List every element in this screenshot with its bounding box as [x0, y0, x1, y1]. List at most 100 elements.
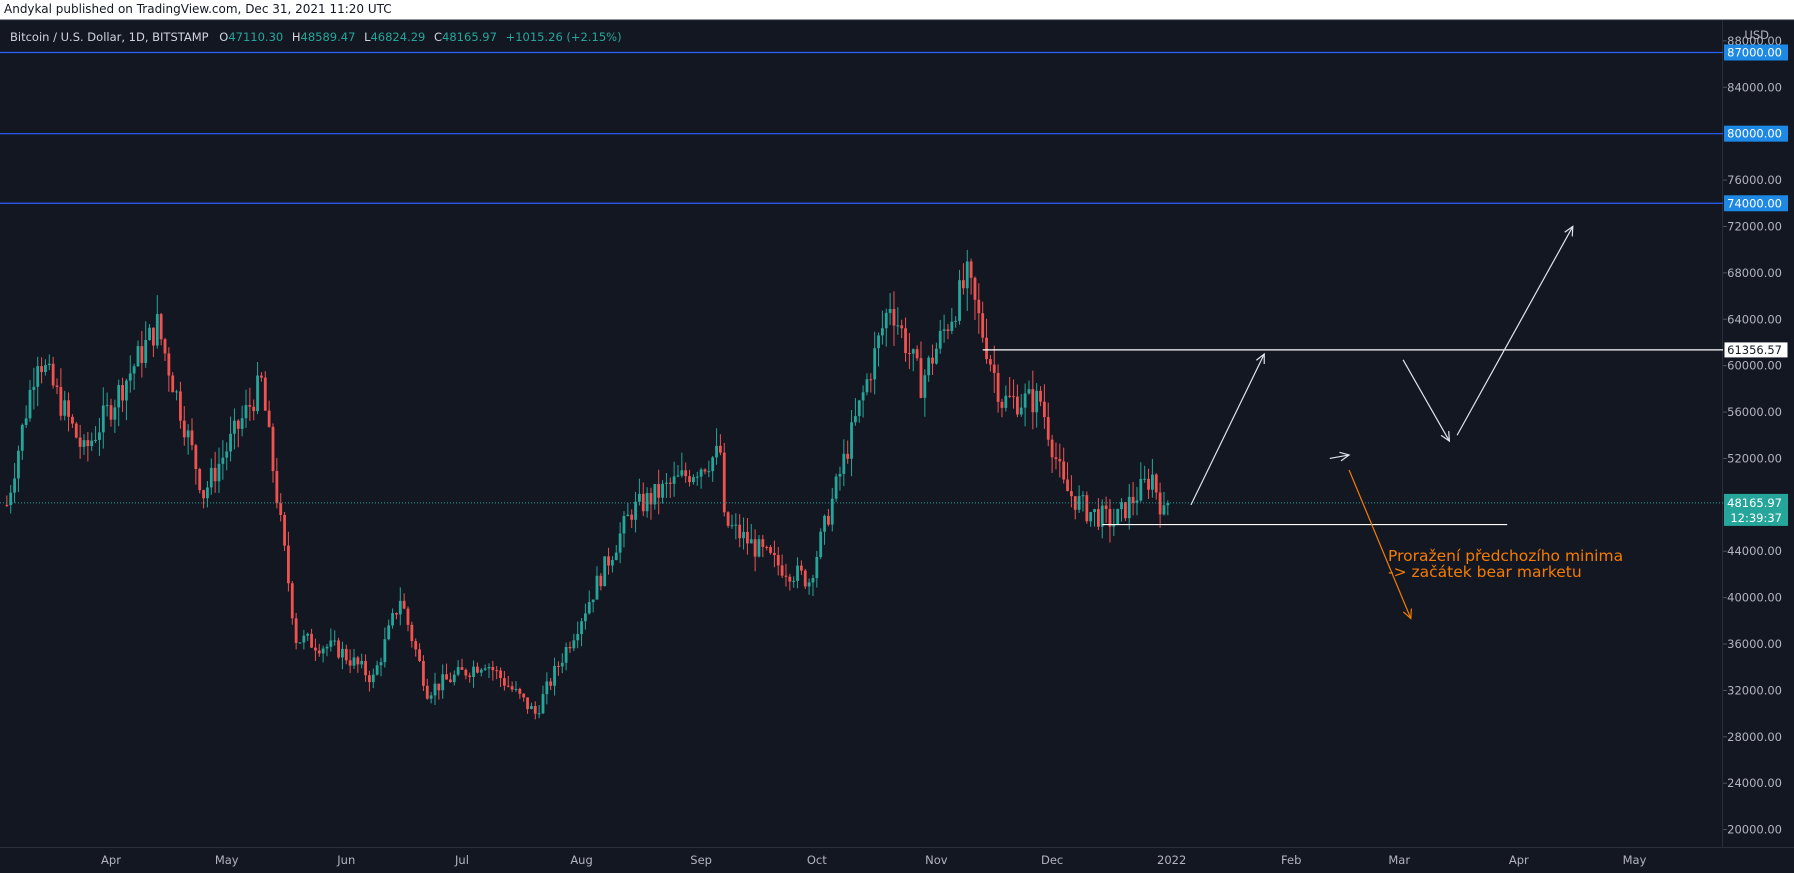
- candle: [206, 480, 209, 508]
- candle-body: [958, 280, 961, 321]
- candle: [950, 307, 954, 335]
- candle: [24, 405, 28, 428]
- candle-body: [1062, 461, 1066, 480]
- candle-body: [769, 547, 772, 553]
- candle-body: [973, 277, 977, 300]
- candle: [71, 414, 74, 428]
- candle: [1158, 482, 1162, 528]
- candle-body: [1081, 495, 1085, 497]
- price-tick-label: 52000.00: [1727, 451, 1782, 465]
- candle: [59, 368, 63, 421]
- candle: [244, 389, 248, 428]
- candle-body: [294, 618, 298, 643]
- candle: [564, 642, 568, 671]
- candle: [1123, 501, 1127, 521]
- time-tick-label: Mar: [1388, 853, 1410, 867]
- candle: [256, 362, 259, 415]
- candle: [541, 685, 545, 715]
- candle-body: [194, 445, 198, 469]
- candle: [985, 318, 988, 364]
- candle: [1150, 458, 1154, 498]
- projection-arrow: [1456, 226, 1574, 436]
- candle: [1085, 491, 1089, 524]
- candle: [934, 342, 938, 365]
- candle-body: [865, 379, 869, 393]
- candle-body: [341, 648, 344, 658]
- candle: [472, 660, 475, 688]
- candle: [919, 341, 923, 399]
- candle: [776, 546, 780, 576]
- candle: [128, 355, 132, 393]
- candle: [842, 439, 846, 487]
- price-tick-label: 76000.00: [1727, 173, 1782, 187]
- candle-body: [44, 365, 47, 373]
- candle-body: [996, 372, 1000, 402]
- candle-body: [726, 512, 730, 526]
- candle: [1066, 462, 1069, 492]
- candle: [1042, 384, 1046, 429]
- candle-body: [514, 688, 518, 690]
- candle: [491, 660, 495, 681]
- candle-body: [692, 477, 695, 483]
- legend-o-value: 47110.30: [228, 30, 283, 44]
- price-badge-label: 74000.00: [1727, 196, 1782, 210]
- candle: [699, 467, 703, 489]
- candle-body: [580, 621, 583, 635]
- candle-body: [337, 640, 340, 658]
- candle: [695, 471, 699, 486]
- candle: [348, 649, 352, 674]
- candle: [707, 460, 711, 478]
- candle: [1062, 447, 1066, 484]
- candle: [368, 670, 371, 692]
- candle-body: [1123, 502, 1127, 519]
- price-tick-label: 84000.00: [1727, 80, 1782, 94]
- candle-body: [961, 280, 965, 289]
- candle-body: [780, 565, 784, 576]
- candle-body: [784, 575, 788, 577]
- arrow-head: [1564, 225, 1574, 237]
- candle-body: [302, 635, 306, 643]
- candle: [981, 301, 985, 343]
- candle: [209, 458, 213, 495]
- candle: [198, 467, 202, 494]
- candle: [329, 628, 333, 652]
- price-tick-label: 56000.00: [1727, 405, 1782, 419]
- time-tick-label: Apr: [1509, 853, 1529, 867]
- candle: [726, 511, 730, 528]
- candle: [356, 655, 360, 673]
- bear-arrow: [1348, 469, 1412, 619]
- candle: [865, 373, 869, 396]
- candle: [341, 641, 344, 670]
- candle: [132, 363, 136, 390]
- candle: [1069, 475, 1073, 508]
- candle-body: [491, 666, 495, 671]
- price-tick-label: 68000.00: [1727, 266, 1782, 280]
- candle-body: [800, 565, 803, 571]
- candle: [977, 283, 981, 334]
- candle: [167, 347, 171, 392]
- currency-label: USD: [1744, 28, 1769, 42]
- candle: [317, 643, 321, 657]
- candle-body: [877, 335, 880, 349]
- candle: [495, 665, 499, 680]
- candle: [549, 678, 553, 691]
- candle: [665, 472, 668, 498]
- candle: [1031, 370, 1035, 430]
- candle-body: [317, 650, 321, 654]
- candle-body: [445, 674, 448, 680]
- candle: [194, 443, 198, 485]
- candle: [1058, 443, 1062, 478]
- candle-body: [240, 418, 244, 429]
- candle: [1127, 484, 1131, 530]
- candle: [460, 658, 464, 670]
- candle-body: [576, 634, 580, 641]
- candle-body: [36, 366, 40, 387]
- candle-body: [695, 476, 699, 478]
- candle: [815, 550, 819, 588]
- candle-body: [634, 501, 637, 520]
- candle-body: [788, 576, 792, 582]
- candle-body: [452, 674, 456, 683]
- candle: [1135, 486, 1139, 516]
- candle-body: [472, 666, 475, 677]
